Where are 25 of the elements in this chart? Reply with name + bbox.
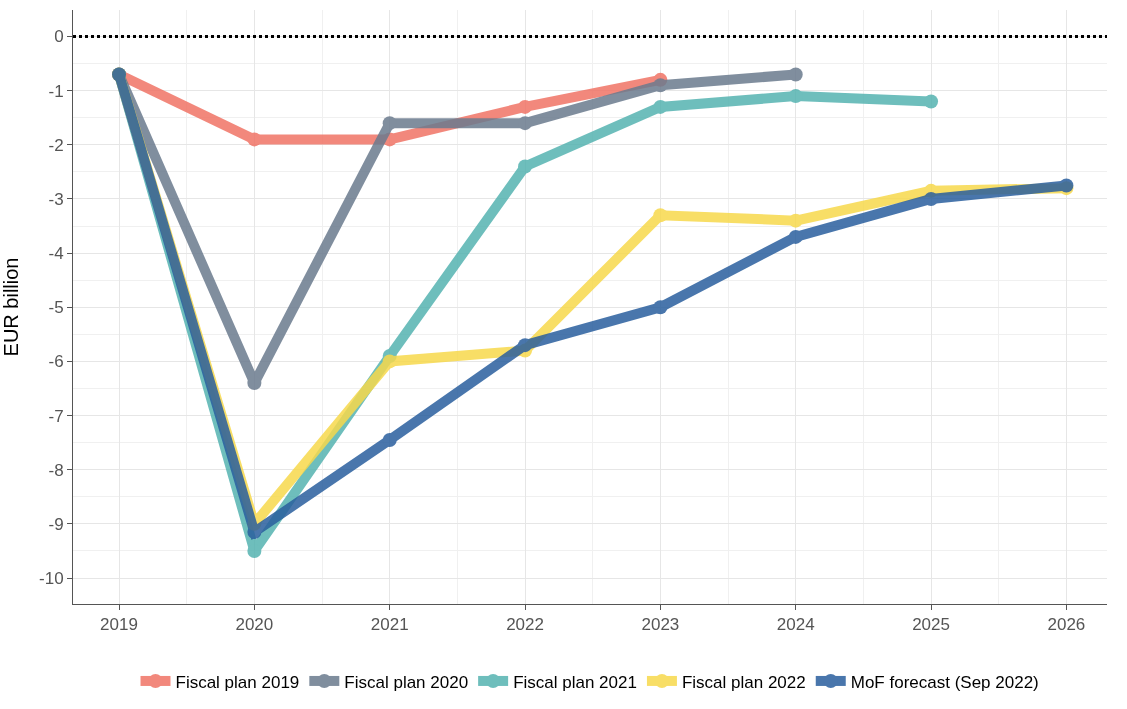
x-tick-label: 2020 (235, 615, 274, 635)
y-tick-label: -1 (48, 81, 64, 101)
y-tick-label: 0 (54, 27, 64, 47)
x-tick-label: 2022 (506, 615, 544, 635)
legend-label: Fiscal plan 2019 (175, 672, 300, 692)
x-tick-label: 2026 (1047, 615, 1086, 635)
legend-label: Fiscal plan 2021 (513, 672, 637, 692)
x-tick-label: 2025 (912, 615, 950, 635)
y-tick-label: -6 (48, 352, 64, 372)
y-axis-title: EUR billion (0, 257, 22, 357)
x-tick-label: 2019 (100, 615, 138, 635)
x-tick-label: 2021 (370, 615, 409, 635)
y-tick-label: -2 (48, 135, 64, 155)
y-tick-label: -10 (39, 568, 64, 588)
y-tick-label: -3 (48, 189, 64, 209)
x-tick-label: 2023 (641, 615, 680, 635)
legend-label: Fiscal plan 2020 (344, 672, 469, 692)
y-tick-label: -5 (48, 298, 64, 318)
legend-label: MoF forecast (Sep 2022) (850, 672, 1039, 692)
legend-label: Fiscal plan 2022 (681, 672, 806, 692)
x-tick-label: 2024 (776, 615, 815, 635)
y-tick-label: -4 (48, 244, 64, 264)
y-tick-label: -8 (48, 460, 64, 480)
y-tick-label: -9 (48, 514, 64, 534)
y-tick-label: -7 (48, 406, 64, 426)
